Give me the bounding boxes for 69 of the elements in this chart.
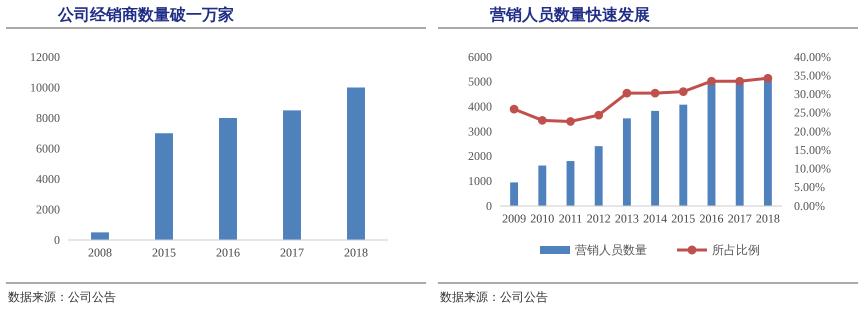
bar: [566, 161, 574, 206]
y2-tick-label: 35.00%: [794, 68, 831, 82]
x-tick-label: 2015: [152, 246, 176, 260]
bar: [594, 146, 603, 206]
y2-tick-label: 25.00%: [794, 106, 831, 120]
x-tick-label: 2016: [700, 212, 724, 226]
bar: [510, 182, 518, 206]
y-tick-label: 10000: [30, 80, 60, 94]
point: [594, 110, 604, 120]
chart-title: 营销人员数量快速发展: [489, 6, 650, 24]
y2-tick-label: 15.00%: [794, 142, 831, 157]
x-tick-label: 2015: [671, 212, 696, 226]
point: [735, 76, 744, 86]
y2-tick-label: 10.00%: [794, 162, 831, 176]
y-tick-label: 8000: [36, 110, 60, 125]
y-tick-label: 0: [486, 198, 492, 213]
y-tick-label: 6000: [468, 50, 492, 64]
y-tick-label: 0: [54, 232, 60, 247]
y-tick-label: 5000: [468, 74, 492, 89]
x-tick-label: 2013: [614, 212, 639, 226]
y-tick-label: 6000: [36, 141, 60, 156]
y-tick-label: 1000: [468, 174, 492, 188]
bar: [347, 88, 365, 240]
legend-label: 所占比例: [712, 243, 760, 257]
x-tick-label: 2018: [756, 212, 780, 226]
bar: [736, 83, 744, 206]
point: [707, 76, 716, 86]
bar: [679, 104, 688, 206]
y-tick-label: 3000: [468, 124, 492, 138]
y-tick-label: 2000: [36, 202, 60, 216]
bar: [155, 133, 173, 240]
x-tick-label: 2016: [216, 246, 240, 260]
legend-label: 营销人员数量: [575, 243, 647, 257]
point: [538, 116, 547, 125]
source-note: 数据来源：公司公告: [440, 290, 548, 304]
x-tick-label: 2014: [643, 212, 668, 226]
bar: [538, 166, 546, 206]
y-tick-label: 2000: [468, 149, 492, 164]
x-tick-label: 2008: [88, 246, 112, 260]
point: [678, 87, 688, 96]
y-tick-label: 12000: [30, 50, 60, 64]
x-tick-label: 2018: [344, 246, 368, 260]
y2-tick-label: 30.00%: [794, 87, 831, 102]
x-tick-label: 2017: [280, 246, 304, 260]
y2-tick-label: 40.00%: [794, 50, 831, 64]
bar: [708, 83, 716, 206]
x-tick-label: 2011: [558, 212, 582, 226]
bar: [651, 110, 660, 206]
y2-tick-label: 0.00%: [794, 198, 825, 213]
point: [510, 104, 518, 114]
x-tick-label: 2009: [502, 212, 526, 226]
point: [764, 74, 772, 83]
y2-tick-label: 20.00%: [794, 124, 831, 138]
point: [650, 88, 660, 98]
x-tick-label: 2017: [728, 212, 752, 226]
bar: [219, 118, 237, 240]
bar: [283, 110, 301, 240]
bar: [622, 118, 631, 206]
x-tick-label: 2012: [586, 212, 611, 226]
y-tick-label: 4000: [468, 100, 492, 114]
x-tick-label: 2010: [530, 212, 554, 226]
source-note: 数据来源：公司公告: [8, 290, 116, 304]
chart-title: 公司经销商数量破一万家: [57, 5, 234, 24]
point: [566, 117, 575, 126]
y2-tick-label: 5.00%: [794, 180, 825, 194]
bar: [91, 232, 109, 240]
y-tick-label: 4000: [36, 172, 60, 186]
point: [622, 88, 632, 98]
bar: [764, 79, 772, 206]
